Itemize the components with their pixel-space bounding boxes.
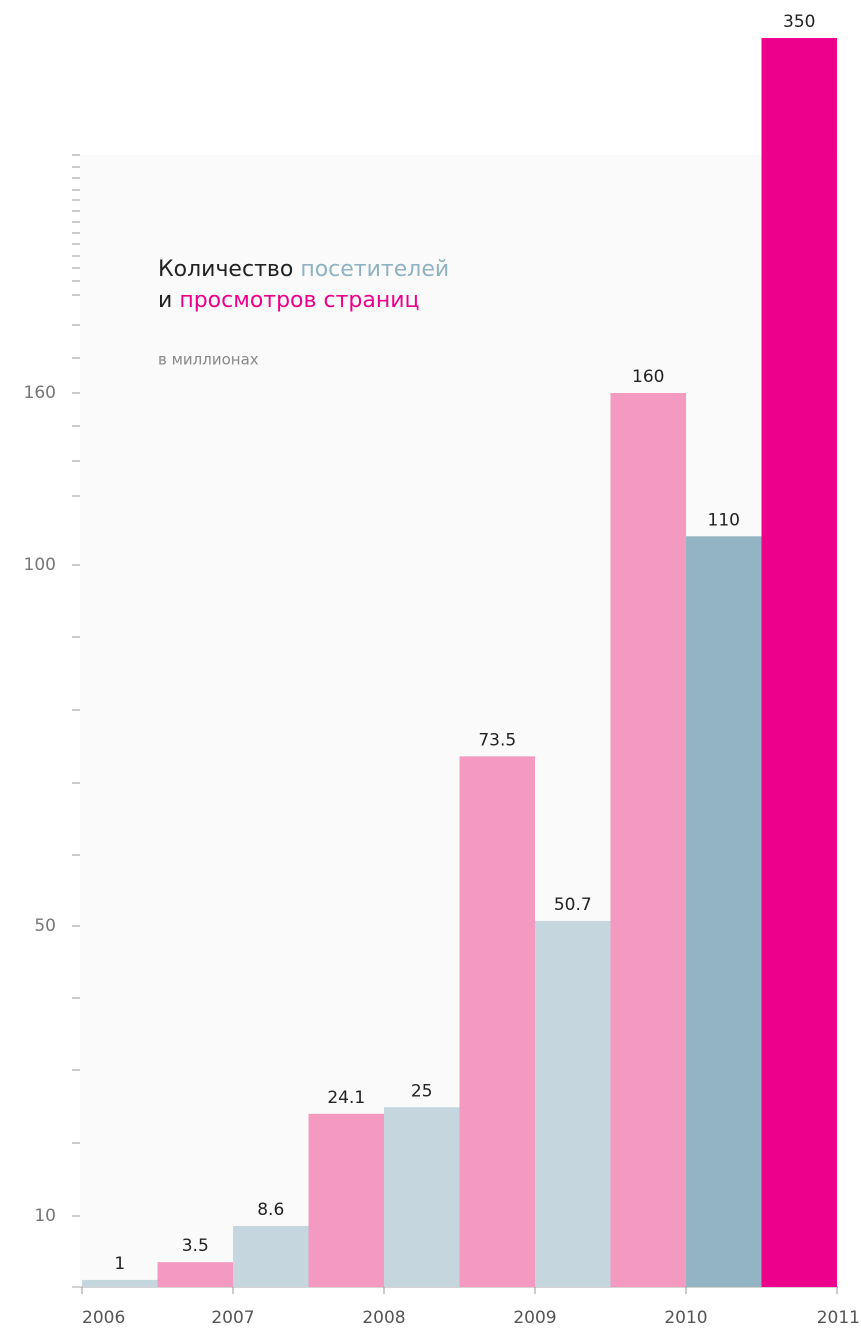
value-label: 25 bbox=[411, 1081, 433, 1101]
value-label: 160 bbox=[632, 367, 664, 387]
title-text: и bbox=[158, 288, 172, 313]
y-tick-label: 50 bbox=[34, 916, 56, 936]
y-tick-label: 160 bbox=[24, 383, 56, 403]
x-tick-label: 2010 bbox=[664, 1308, 707, 1328]
value-label: 1 bbox=[114, 1254, 125, 1274]
x-tick-label: 2006 bbox=[82, 1308, 125, 1328]
bar bbox=[761, 38, 837, 1287]
y-tick-label: 100 bbox=[24, 555, 56, 575]
value-label: 50.7 bbox=[554, 895, 592, 915]
chart-title: Количество посетителей bbox=[158, 257, 449, 282]
legend-entry: просмотров страниц bbox=[179, 288, 419, 313]
bar bbox=[157, 1262, 233, 1287]
chart-title: и просмотров страниц bbox=[158, 288, 420, 313]
value-label: 350 bbox=[783, 12, 815, 32]
bar bbox=[308, 1113, 384, 1287]
x-tick-label: 2011 bbox=[817, 1308, 860, 1328]
legend-entry: посетителей bbox=[300, 257, 449, 282]
bar bbox=[82, 1279, 158, 1287]
bar bbox=[459, 756, 535, 1287]
x-tick-label: 2008 bbox=[362, 1308, 405, 1328]
value-label: 8.6 bbox=[257, 1200, 284, 1220]
title-text: Количество bbox=[158, 257, 293, 282]
bar bbox=[384, 1107, 460, 1287]
bar bbox=[233, 1225, 309, 1287]
value-label: 3.5 bbox=[182, 1236, 209, 1256]
bar bbox=[535, 920, 611, 1287]
bar bbox=[686, 536, 762, 1287]
minor-ticks bbox=[72, 154, 80, 1144]
chart-subtitle: в миллионах bbox=[158, 351, 259, 369]
x-tick-label: 2009 bbox=[513, 1308, 556, 1328]
value-label: 110 bbox=[708, 510, 740, 530]
y-tick-label: 10 bbox=[34, 1206, 56, 1226]
x-tick-label: 2007 bbox=[211, 1308, 254, 1328]
value-label: 73.5 bbox=[478, 730, 516, 750]
value-label: 24.1 bbox=[327, 1088, 365, 1108]
bar bbox=[610, 393, 686, 1287]
